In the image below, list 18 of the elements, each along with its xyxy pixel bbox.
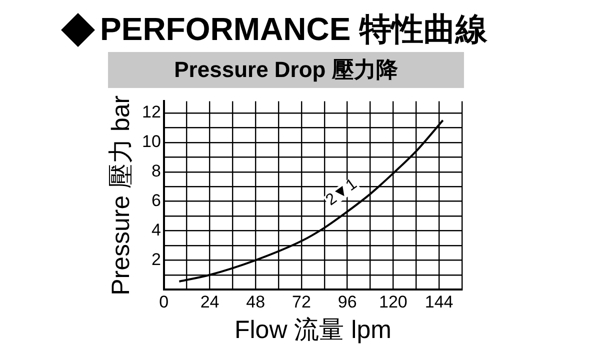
x-axis-title: Flow 流量 lpm — [234, 316, 392, 344]
x-tick-label: 96 — [338, 292, 357, 312]
chart-title: PERFORMANCE 特性曲線 — [100, 10, 488, 49]
y-axis-title: Pressure 壓力 bar — [106, 95, 135, 296]
y-tick-label: 6 — [151, 190, 161, 210]
chart-subtitle: Pressure Drop 壓力降 — [108, 52, 464, 88]
y-tick-label: 4 — [151, 220, 161, 240]
annotation: 2▼1 — [322, 176, 360, 210]
x-tick-label: 24 — [200, 292, 220, 312]
y-tick-label: 8 — [151, 162, 161, 181]
y-tick-label: 10 — [142, 132, 161, 152]
x-tick-label: 144 — [424, 292, 454, 312]
x-tick-label: 120 — [379, 292, 408, 312]
x-tick-label: 0 — [159, 292, 169, 312]
y-tick-label: 2 — [151, 250, 161, 269]
y-tick-label: 12 — [142, 102, 161, 122]
x-tick-label: 72 — [292, 292, 311, 312]
x-tick-label: 48 — [246, 292, 266, 312]
